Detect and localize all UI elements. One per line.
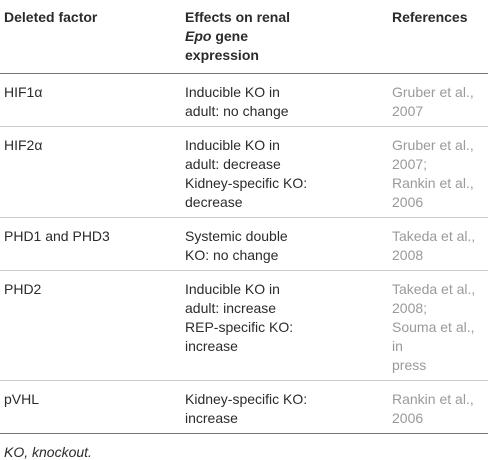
table-header: Deleted factor Effects on renal Epo gene… [0, 0, 488, 74]
effect-line: KO: no change [185, 247, 279, 263]
header-effects-line2: Epo gene [185, 27, 392, 46]
effect-line: decrease [185, 194, 243, 210]
cell-factor: HIF2α [0, 126, 185, 218]
reference-link[interactable]: Takeda et al., [392, 228, 476, 244]
cell-references: Takeda et al., 2008 [392, 217, 488, 271]
cell-references: Takeda et al., 2008; Souma et al., in pr… [392, 270, 488, 381]
reference-link[interactable]: Takeda et al., [392, 281, 476, 297]
effect-line: adult: increase [185, 300, 277, 316]
header-epo-italic: Epo [185, 28, 212, 44]
cell-factor: PHD2 [0, 270, 185, 381]
table-row: PHD2 Inducible KO in adult: increase REP… [0, 270, 488, 381]
reference-link[interactable]: Rankin et al., [392, 175, 474, 191]
reference-link[interactable]: 2008; [392, 300, 428, 316]
table-row: HIF1α Inducible KO in adult: no change G… [0, 73, 488, 127]
effect-line: adult: no change [185, 103, 289, 119]
effect-line: increase [185, 410, 238, 426]
reference-link[interactable]: Rankin et al., [392, 391, 474, 407]
reference-link[interactable]: Souma et al., in [392, 319, 475, 354]
header-effects-line3: expression [185, 47, 259, 63]
effect-line: increase [185, 338, 238, 354]
header-row: Deleted factor Effects on renal Epo gene… [0, 0, 488, 74]
header-references: References [392, 0, 488, 74]
table-row: HIF2α Inducible KO in adult: decrease Ki… [0, 126, 488, 218]
reference-link[interactable]: 2006 [392, 410, 424, 426]
cell-effects: Kidney-specific KO: increase [185, 380, 392, 434]
cell-effects: Inducible KO in adult: decrease Kidney-s… [185, 126, 392, 218]
cell-references: Gruber et al., 2007; Rankin et al., 2006 [392, 126, 488, 218]
cell-effects: Systemic double KO: no change [185, 217, 392, 271]
table-row: PHD1 and PHD3 Systemic double KO: no cha… [0, 217, 488, 271]
header-deleted-factor: Deleted factor [0, 0, 185, 74]
cell-effects: Inducible KO in adult: increase REP-spec… [185, 270, 392, 381]
reference-link[interactable]: 2007; [392, 156, 428, 172]
header-effects: Effects on renal Epo gene expression [185, 0, 392, 74]
effect-line: Systemic double [185, 228, 288, 244]
reference-link[interactable]: Gruber et al., [392, 84, 474, 100]
cell-references: Rankin et al., 2006 [392, 380, 488, 434]
table-footnote: KO, knockout. [4, 444, 92, 460]
reference-link[interactable]: Gruber et al., [392, 137, 474, 153]
cell-factor: pVHL [0, 380, 185, 434]
effect-line: Kidney-specific KO: [185, 175, 308, 191]
gene-deletion-table: Deleted factor Effects on renal Epo gene… [0, 0, 488, 434]
reference-link[interactable]: press [392, 357, 427, 373]
cell-effects: Inducible KO in adult: no change [185, 73, 392, 127]
effect-line: adult: decrease [185, 156, 281, 172]
header-effects-gene: gene [211, 28, 249, 44]
cell-references: Gruber et al., 2007 [392, 73, 488, 127]
effect-line: Inducible KO in [185, 137, 280, 153]
table-body: HIF1α Inducible KO in adult: no change G… [0, 73, 488, 434]
effect-line: Inducible KO in [185, 84, 280, 100]
cell-factor: PHD1 and PHD3 [0, 217, 185, 271]
reference-link[interactable]: 2006 [392, 194, 424, 210]
effect-line: REP-specific KO: [185, 319, 294, 335]
reference-link[interactable]: 2008 [392, 247, 424, 263]
cell-factor: HIF1α [0, 73, 185, 127]
effect-line: Inducible KO in [185, 281, 280, 297]
reference-link[interactable]: 2007 [392, 103, 424, 119]
table-row: pVHL Kidney-specific KO: increase Rankin… [0, 380, 488, 434]
header-effects-line1: Effects on renal [185, 9, 291, 25]
effect-line: Kidney-specific KO: [185, 391, 308, 407]
